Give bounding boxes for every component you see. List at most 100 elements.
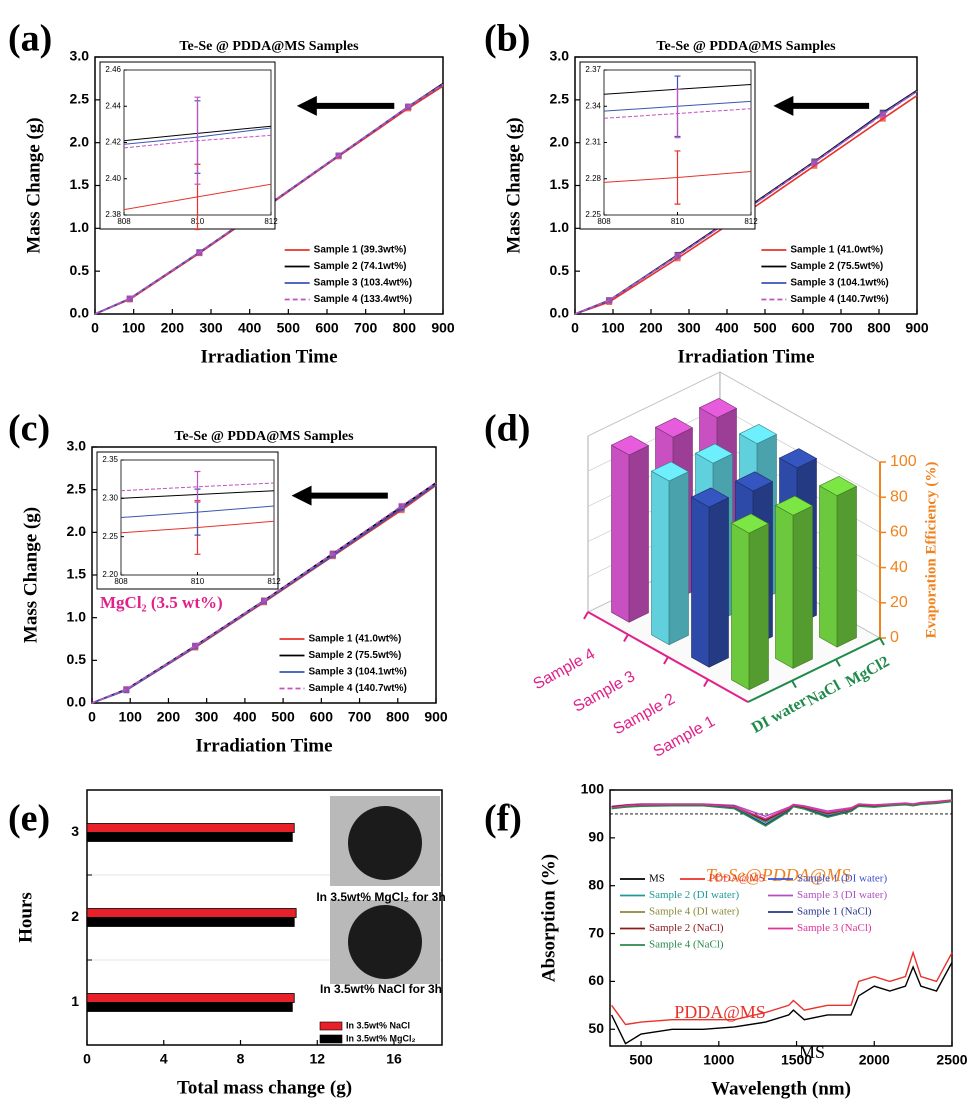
data-marker xyxy=(335,152,342,159)
inset-x-tick-label: 812 xyxy=(267,577,281,586)
inset-y-tick-label: 2.28 xyxy=(585,174,601,183)
x-tick-label: 700 xyxy=(348,709,372,725)
bar-face-left xyxy=(611,444,630,623)
y-tick-label: 3 xyxy=(71,823,79,839)
y-tick-label: 2.5 xyxy=(70,91,90,107)
x-tick-label: 1500 xyxy=(781,1052,812,1068)
photo-sample xyxy=(348,806,422,880)
x-tick-label: 500 xyxy=(629,1052,653,1068)
legend-label: Sample 2 (75.5wt%) xyxy=(308,650,401,661)
y-tick-label: 2.0 xyxy=(70,133,90,149)
x-tick-label: 0 xyxy=(88,709,96,725)
data-marker xyxy=(405,103,412,110)
legend-label: MS xyxy=(649,873,665,885)
x-axis-label: Irradiation Time xyxy=(200,346,337,367)
annotation: Te-Se@PDDA@MS xyxy=(706,865,850,885)
y-tick-label: 90 xyxy=(588,829,604,845)
panel-label: (b) xyxy=(484,18,530,60)
bar xyxy=(86,917,295,927)
data-marker xyxy=(329,550,336,557)
legend-label: Sample 1 (39.3wt%) xyxy=(314,245,407,256)
x-tick-label: 100 xyxy=(122,320,146,336)
legend-label: Sample 3 (NaCl) xyxy=(797,922,872,934)
legend-label: Sample 3 (104.1wt%) xyxy=(308,667,406,678)
x-tick-label: 600 xyxy=(315,320,339,336)
inset-y-tick-label: 2.35 xyxy=(102,455,118,464)
y-tick-label: 3.0 xyxy=(550,48,570,64)
y-tick-label: 0.5 xyxy=(550,262,570,278)
y-axis-label: Mass Change (g) xyxy=(20,507,41,643)
bar-face-left xyxy=(691,496,710,668)
inset-frame xyxy=(579,61,756,230)
inset-x-tick-label: 808 xyxy=(114,577,128,586)
inset-y-tick-label: 2.38 xyxy=(105,210,121,219)
y-tick-label: 2.5 xyxy=(550,91,570,107)
x-tick-label: 0 xyxy=(91,320,99,336)
inset-y-tick-label: 2.30 xyxy=(102,493,118,502)
error-bar xyxy=(194,470,201,503)
inset-x-tick-label: 808 xyxy=(117,217,131,226)
y-axis-label: Absorption (%) xyxy=(538,854,559,982)
y-tick-label: 0.0 xyxy=(550,305,570,321)
bar xyxy=(86,832,293,842)
sample-label: Sample 3 xyxy=(571,668,638,716)
y-tick-label: 3.0 xyxy=(67,438,87,454)
salt-axis-tick xyxy=(835,658,841,667)
inset-frame xyxy=(96,451,279,590)
bar xyxy=(86,993,295,1003)
bar-face-left xyxy=(775,504,794,669)
chart-title: Te-Se @ PDDA@MS Samples xyxy=(174,429,354,444)
x-axis-label: Irradiation Time xyxy=(677,346,814,367)
inset-x-tick-label: 812 xyxy=(744,217,758,226)
data-marker xyxy=(879,111,886,118)
x-tick-label: 400 xyxy=(233,709,257,725)
bar-top xyxy=(738,424,778,445)
legend-label: In 3.5wt% MgCl₂ xyxy=(346,1033,416,1043)
data-marker xyxy=(123,686,130,693)
sample-axis-tick xyxy=(623,634,629,642)
data-marker xyxy=(398,502,405,509)
y-tick-label: 0.5 xyxy=(70,262,90,278)
y-tick-label: 1.5 xyxy=(67,566,87,582)
bar-top xyxy=(610,435,650,456)
inset-y-tick-label: 2.25 xyxy=(102,532,118,541)
y-tick-label: 1.0 xyxy=(67,608,87,624)
sample-axis-tick xyxy=(583,611,589,620)
series-line xyxy=(610,961,953,1045)
x-tick-label: 12 xyxy=(309,1051,325,1067)
bar-face-right xyxy=(836,485,857,648)
y-axis-label: Mass Change (g) xyxy=(23,117,44,253)
bar-top xyxy=(690,487,730,508)
x-tick-label: 300 xyxy=(677,320,701,336)
error-bar xyxy=(194,96,201,185)
x-tick-label: 800 xyxy=(393,320,417,336)
z-tick-label: 0 xyxy=(890,629,899,646)
inset-y-tick-label: 2.25 xyxy=(585,210,601,219)
annotation: In 3.5wt% MgCl₂ for 3h xyxy=(316,890,445,904)
x-tick-label: 0 xyxy=(571,320,579,336)
error-bar xyxy=(674,88,681,139)
x-tick-label: 500 xyxy=(277,320,301,336)
data-marker xyxy=(192,642,199,649)
panel-label: (c) xyxy=(8,408,50,450)
z-tick-label: 100 xyxy=(890,453,917,470)
inset-y-tick-label: 2.20 xyxy=(102,570,118,579)
inset-y-tick-label: 2.34 xyxy=(585,101,601,110)
data-marker xyxy=(606,297,613,304)
y-tick-label: 0.0 xyxy=(67,694,87,710)
bar-face-right xyxy=(748,523,769,691)
x-tick-label: 900 xyxy=(905,320,929,336)
y-axis-label: Mass Change (g) xyxy=(503,117,524,253)
panel-label: (a) xyxy=(8,18,52,60)
y-tick-label: 100 xyxy=(581,781,605,797)
data-marker xyxy=(196,249,203,256)
x-tick-label: 100 xyxy=(601,320,625,336)
legend-label: Sample 4 (133.4wt%) xyxy=(314,294,412,305)
annotation: In 3.5wt% NaCl for 3h xyxy=(320,982,442,996)
annotation: MS xyxy=(799,1042,825,1062)
x-tick-label: 500 xyxy=(271,709,295,725)
legend-label: Sample 4 (NaCl) xyxy=(649,939,724,951)
inset-y-tick-label: 2.37 xyxy=(585,65,601,74)
